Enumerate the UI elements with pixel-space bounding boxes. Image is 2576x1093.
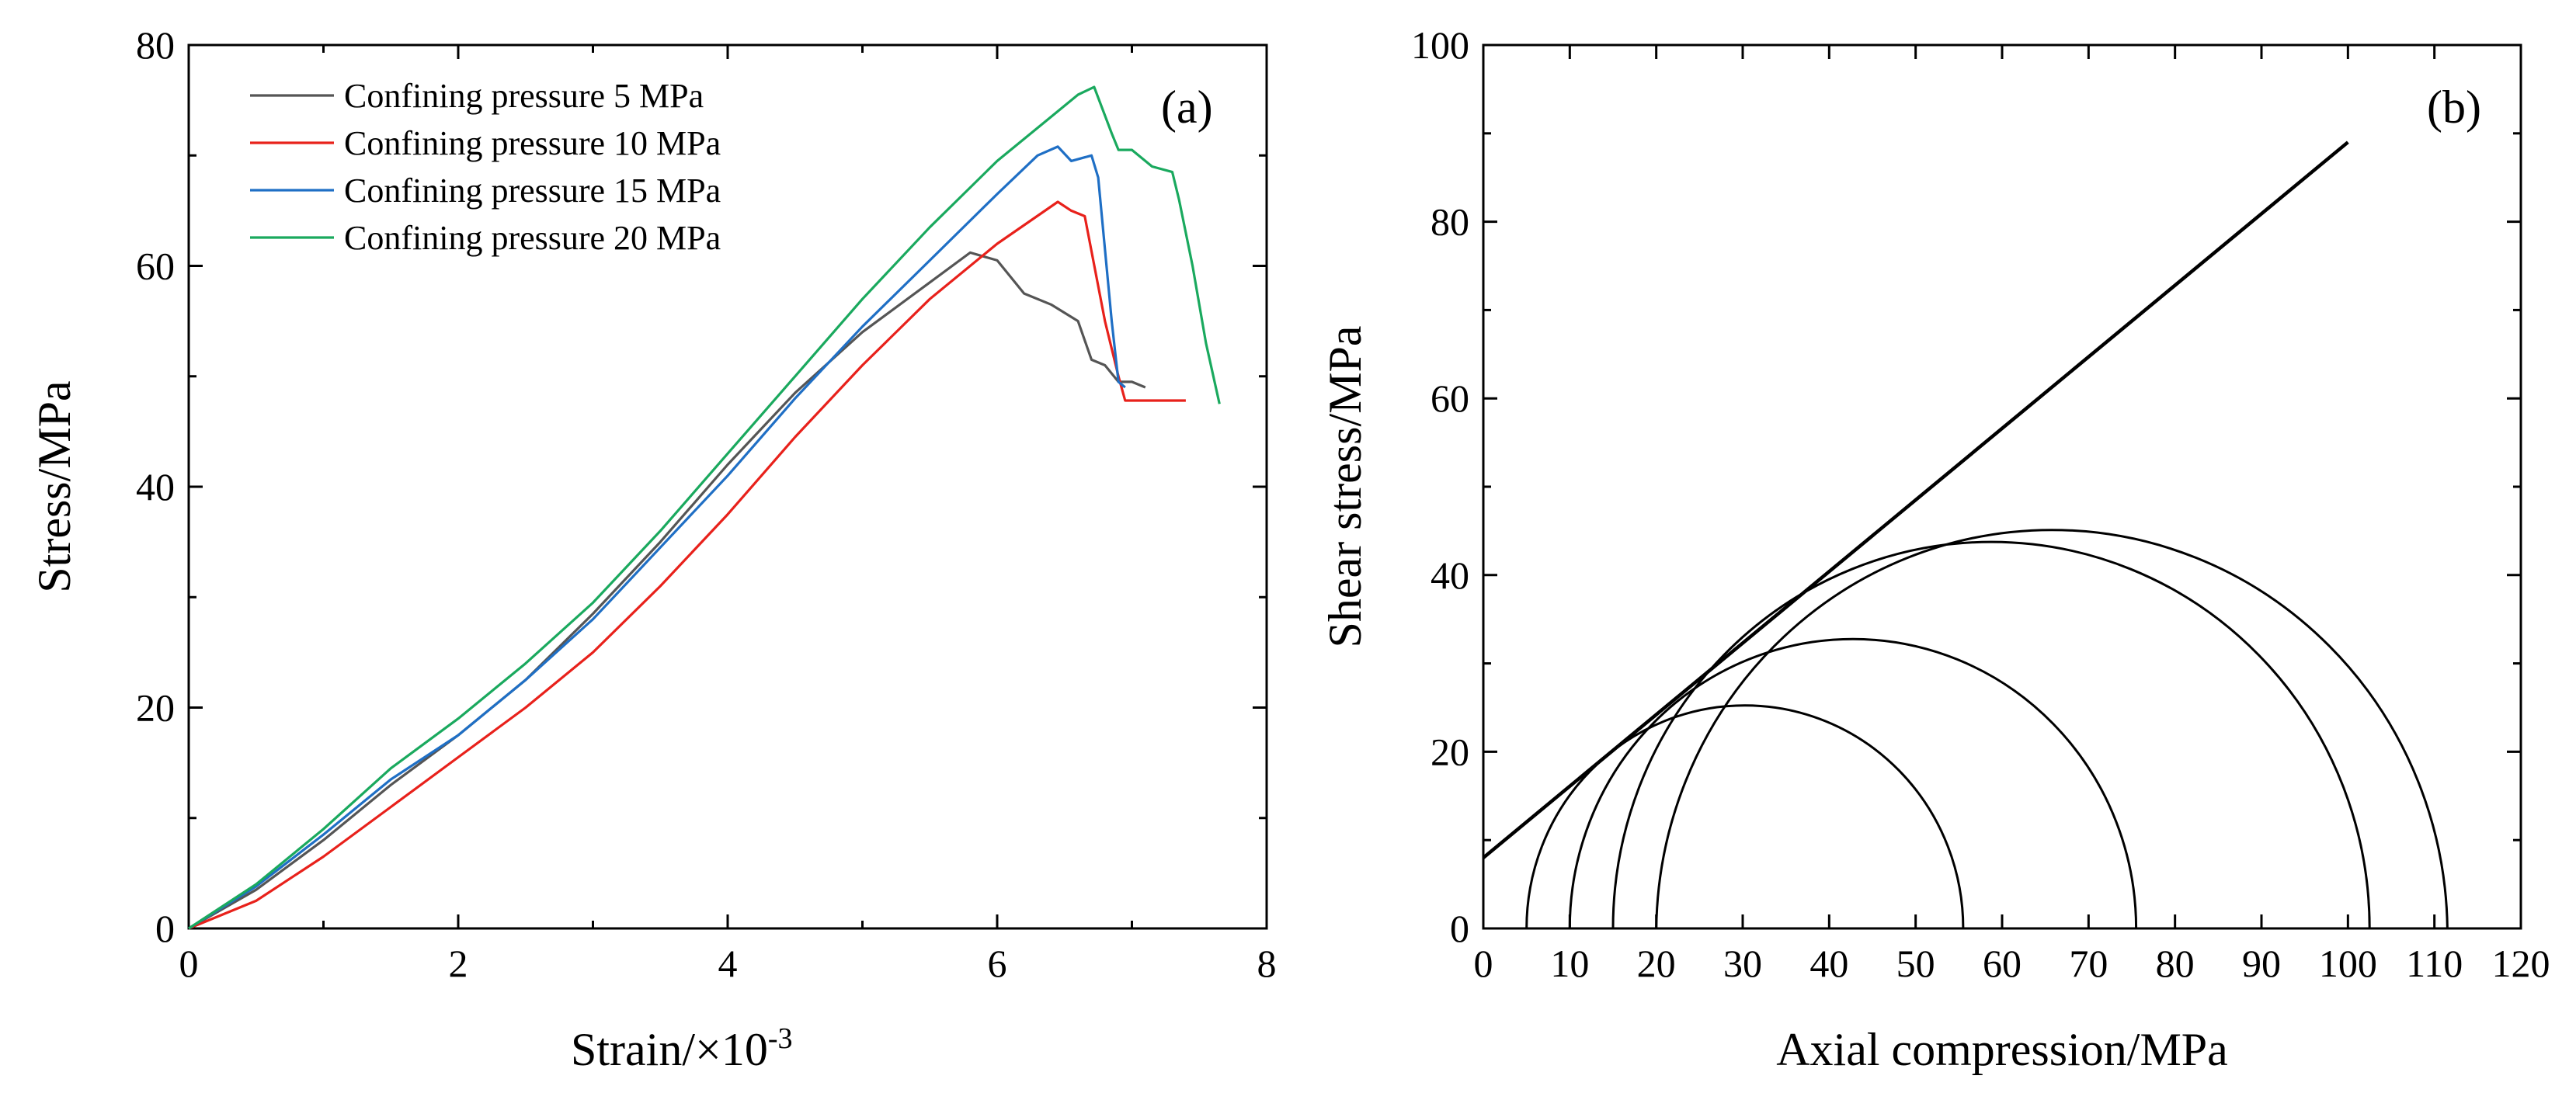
legend-label-4: Confining pressure 20 MPa [344,219,721,257]
b-x-tick-label: 20 [1637,942,1676,985]
b-y-tick-label: 100 [1411,23,1469,67]
b-x-tick-label: 90 [2242,942,2281,985]
a-x-tick-label: 4 [718,942,738,985]
mohr-circle-1 [1525,704,1965,929]
b-x-tick-label: 50 [1896,942,1935,985]
panel-b-label: (b) [2427,82,2481,133]
panel-a-x-axis-label: Strain/×10-3 [571,1022,792,1075]
b-x-tick-label: 100 [2319,942,2377,985]
a-y-tick-label: 60 [136,245,175,288]
panel-b-mohr-circles: 0 10 20 30 40 50 60 70 80 90 100 110 120 0 20 40 60 80 10… [1319,23,2550,1075]
b-x-tick-label: 30 [1723,942,1762,985]
panel-a-stress-strain: 0 2 4 6 8 0 20 40 60 80 Confining pressure 5 MPa… [29,23,1277,1075]
legend-label-1: Confining pressure 5 MPa [344,77,704,115]
a-x-tick-label: 8 [1257,942,1277,985]
a-y-tick-label: 80 [136,23,175,67]
b-y-tick-label: 60 [1431,376,1469,420]
panel-b-ticks [1482,43,2522,930]
panel-b-x-axis-label: Axial compression/MPa [1776,1024,2228,1075]
b-x-tick-label: 10 [1550,942,1589,985]
panel-b-y-axis-label: Shear stress/MPa [1319,326,1371,648]
b-y-tick-label: 80 [1431,200,1469,244]
b-x-tick-label: 80 [2156,942,2195,985]
b-x-tick-label: 70 [2069,942,2108,985]
panel-a-series-lines [188,85,1221,930]
series-line-1 [188,251,1146,930]
a-x-tick-label: 0 [179,942,199,985]
b-x-tick-label: 0 [1474,942,1493,985]
mohr-circle-2 [1568,637,2138,929]
b-y-tick-label: 20 [1431,730,1469,773]
b-x-tick-label: 40 [1809,942,1848,985]
a-x-tick-label: 2 [449,942,468,985]
panel-b-mohr-circle-group [1525,529,2449,929]
legend-label-3: Confining pressure 15 MPa [344,172,721,210]
a-y-tick-label: 0 [155,907,175,950]
panel-a-y-axis-label: Stress/MPa [29,380,80,592]
panel-a-y-tick-labels: 0 20 40 60 80 [136,23,175,950]
a-x-tick-label: 6 [988,942,1007,985]
failure-envelope-line [1482,141,2349,859]
series-line-4 [188,85,1221,930]
a-y-tick-label: 20 [136,686,175,730]
panel-b-y-tick-labels: 0 20 40 60 80 100 [1411,23,1469,950]
series-line-3 [188,145,1126,930]
mohr-circle-4 [1655,529,2449,929]
b-y-tick-label: 40 [1431,553,1469,597]
panel-a-legend: Confining pressure 5 MPa Confining pressu… [250,77,721,257]
b-y-tick-label: 0 [1450,907,1469,950]
b-x-tick-label: 120 [2492,942,2550,985]
b-x-tick-label: 60 [1983,942,2022,985]
panel-b-envelope-group [1482,141,2349,859]
mohr-circle-3 [1611,540,2371,929]
b-x-tick-label: 110 [2406,942,2463,985]
panel-a-x-axis-label-base: Strain/×10 [571,1024,768,1075]
legend-label-2: Confining pressure 10 MPa [344,124,721,162]
panel-a-ticks [187,43,1268,930]
panel-a-label: (a) [1161,82,1213,133]
panel-b-plot-frame [1482,43,2522,930]
panel-b-x-tick-labels: 0 10 20 30 40 50 60 70 80 90 100 110 120 [1474,942,2550,985]
series-line-2 [188,200,1186,930]
panel-a-x-tick-labels: 0 2 4 6 8 [179,942,1277,985]
a-y-tick-label: 40 [136,465,175,508]
panel-a-x-axis-label-exponent: -3 [768,1022,793,1055]
